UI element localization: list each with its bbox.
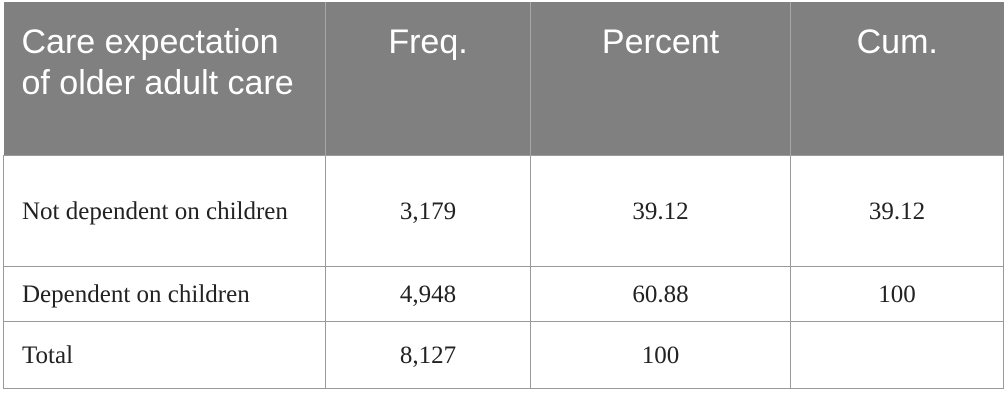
- data-table: Care expectation of older adult care Freq…: [3, 2, 1004, 389]
- table-cell: 8,127: [325, 321, 531, 389]
- table-cell: 100: [530, 321, 791, 389]
- header-cell: Percent: [530, 2, 791, 156]
- table-row: Dependent on children 4,948 60.88 100: [3, 266, 1004, 322]
- table-cell: Total: [3, 321, 326, 389]
- table-cell: 100: [790, 266, 1004, 322]
- table-cell: 39.12: [530, 155, 791, 267]
- header-cell: Freq.: [325, 2, 531, 156]
- table-row: Not dependent on children 3,179 39.12 39.12: [3, 155, 1004, 267]
- table-cell: 39.12: [790, 155, 1004, 267]
- table-cell: Dependent on children: [3, 266, 326, 322]
- table-cell: 4,948: [325, 266, 531, 322]
- table-header: Care expectation of older adult care Freq…: [3, 2, 1004, 156]
- table-cell: Not dependent on children: [3, 155, 326, 267]
- header-cell: Cum.: [790, 2, 1004, 156]
- empty-cell: [790, 321, 1004, 389]
- table-row: Total 8,127 100: [3, 321, 1004, 389]
- table-cell: 3,179: [325, 155, 531, 267]
- header-row: Care expectation of older adult care Freq…: [3, 2, 1004, 156]
- table-cell: 60.88: [530, 266, 791, 322]
- table-body: Not dependent on children 3,179 39.12 39.12…: [3, 155, 1004, 389]
- header-cell: Care expectation of older adult care: [3, 2, 326, 156]
